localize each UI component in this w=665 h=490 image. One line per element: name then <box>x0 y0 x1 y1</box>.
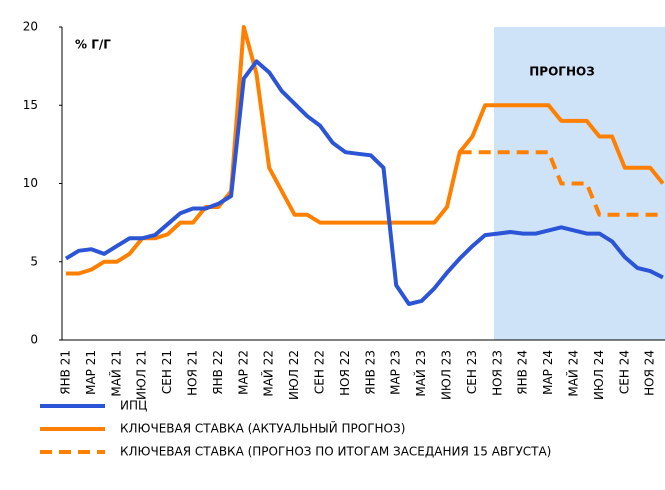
y-tick-label: 20 <box>23 20 38 34</box>
unit-label: % Г/Г <box>75 38 111 52</box>
x-tick-label: ИЮЛ 23 <box>440 350 454 400</box>
series-line <box>66 25 665 276</box>
x-tick-label: МАР 22 <box>236 350 250 395</box>
x-tick-label: ИЮЛ 24 <box>592 350 606 400</box>
forecast-label: ПРОГНОЗ <box>529 65 594 79</box>
x-tick-label: НОЯ 24 <box>643 350 657 396</box>
x-tick-label: МАЙ 24 <box>566 350 581 397</box>
x-tick-label: МАР 23 <box>389 350 403 395</box>
legend-label: КЛЮЧЕВАЯ СТАВКА (АКТУАЛЬНЫЙ ПРОГНОЗ) <box>120 421 405 436</box>
x-tick-label: ЯНВ 21 <box>59 350 73 395</box>
x-tick-label: ЯНВ 22 <box>211 350 225 395</box>
x-tick-label: МАР 24 <box>541 350 555 395</box>
x-tick-label: ИЮЛ 22 <box>287 350 301 400</box>
legend-label: КЛЮЧЕВАЯ СТАВКА (ПРОГНОЗ ПО ИТОГАМ ЗАСЕД… <box>120 445 551 459</box>
x-tick-label: ЯНВ 24 <box>516 350 530 395</box>
y-tick-label: 15 <box>23 98 38 112</box>
x-tick-label: НОЯ 23 <box>490 350 504 396</box>
y-tick-label: 0 <box>30 333 38 347</box>
x-tick-label: ЯНВ 23 <box>363 350 377 395</box>
x-tick-label: СЕН 21 <box>160 350 174 394</box>
x-tick-label: НОЯ 22 <box>338 350 352 396</box>
x-tick-label: СЕН 24 <box>617 350 631 394</box>
y-tick-label: 5 <box>30 254 38 268</box>
x-tick-label: СЕН 22 <box>313 350 327 394</box>
x-tick-label: МАЙ 21 <box>108 350 123 397</box>
x-tick-label: НОЯ 21 <box>186 350 200 396</box>
x-tick-label: МАЙ 23 <box>413 350 428 397</box>
x-tick-label: МАЙ 22 <box>261 350 276 397</box>
x-tick-label: СЕН 23 <box>465 350 479 394</box>
legend-label: ИПЦ <box>120 399 147 413</box>
y-tick-label: 10 <box>23 176 38 190</box>
series-line <box>64 59 664 306</box>
series-line <box>459 150 663 217</box>
x-tick-label: ИЮЛ 21 <box>135 350 149 400</box>
x-tick-label: МАР 21 <box>84 350 98 395</box>
